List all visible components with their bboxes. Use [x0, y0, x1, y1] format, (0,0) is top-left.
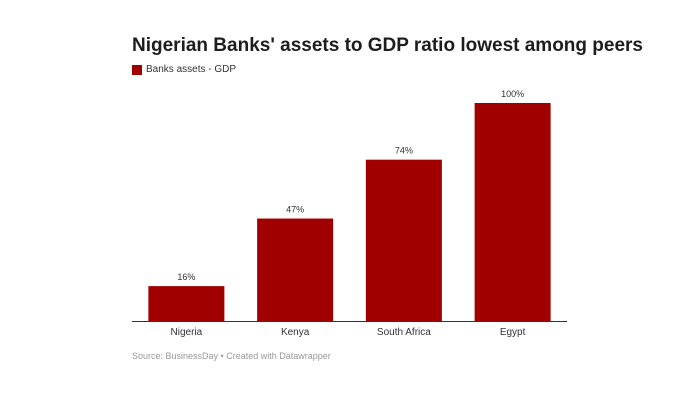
bar-kenya [257, 218, 334, 321]
source-note: Source: BusinessDay • Created with Dataw… [132, 351, 331, 361]
bar-south-africa [365, 159, 442, 321]
data-label: 100% [501, 89, 524, 99]
x-tick-label: Egypt [500, 327, 526, 338]
chart-title: Nigerian Banks' assets to GDP ratio lowe… [132, 35, 643, 56]
x-tick-label: South Africa [377, 327, 431, 338]
data-label: 74% [395, 146, 413, 156]
data-label: 16% [177, 272, 195, 282]
legend-swatch [132, 64, 142, 75]
bar-nigeria [148, 286, 225, 321]
x-tick-label: Kenya [281, 327, 310, 338]
bar-egypt [474, 103, 551, 321]
data-label: 47% [286, 205, 304, 215]
legend-label: Banks assets - GDP [146, 64, 237, 75]
legend: Banks assets - GDP [132, 64, 236, 75]
x-tick-label: Nigeria [171, 327, 203, 338]
